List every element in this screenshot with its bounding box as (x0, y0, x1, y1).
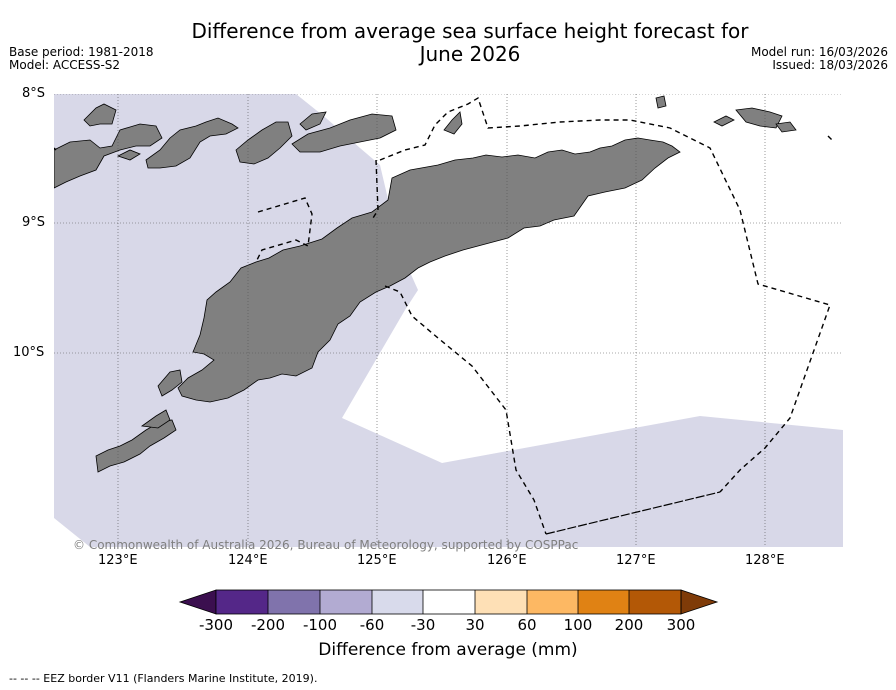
lon-label-127e: 127°E (616, 553, 656, 568)
land-island-small-2 (116, 149, 141, 161)
base-period-text: Base period: 1981-2018 (9, 45, 154, 59)
colorbar-tick: -60 (359, 616, 385, 634)
lon-label-126e: 126°E (487, 553, 527, 568)
land-island-north-small (655, 95, 667, 109)
land-island-atauro (443, 111, 463, 135)
land-island-wetar (291, 113, 397, 153)
colorbar-tick: 300 (666, 616, 696, 634)
anomaly-fill-west (54, 94, 843, 547)
colorbar-tick: -300 (198, 616, 234, 634)
land-island-rote (95, 419, 177, 473)
colorbar-tick: -30 (410, 616, 436, 634)
land-islands-north (54, 123, 163, 189)
colorbar-tick: 100 (563, 616, 593, 634)
colorbar-tick: 200 (614, 616, 644, 634)
colorbar-tick: 30 (465, 616, 485, 634)
lat-label-9s: 9°S (22, 215, 46, 230)
land-island-rote-north (157, 369, 183, 397)
eez-border-solid-south (545, 491, 721, 535)
colorbar-tick: -100 (302, 616, 338, 634)
land-island-wetar-west (235, 121, 293, 165)
land-island-kisar-east (735, 107, 783, 129)
lon-label-125e: 125°E (357, 553, 397, 568)
lon-label-128e: 128°E (745, 553, 785, 568)
title-line-2: June 2026 (419, 42, 521, 66)
colorbar-tick: 60 (517, 616, 537, 634)
land-island-small-1 (299, 111, 327, 131)
issued-text: Issued: 18/03/2026 (772, 58, 888, 72)
land-island-moa (713, 115, 735, 127)
land-island-sawu (140, 409, 171, 429)
colorbar-tick: -200 (250, 616, 286, 634)
lat-label-8s: 8°S (22, 86, 46, 101)
eez-legend-text: -- -- -- EEZ border V11 (Flanders Marine… (9, 672, 318, 685)
title-line-1: Difference from average sea surface heig… (191, 19, 749, 43)
lon-label-124e: 124°E (228, 553, 268, 568)
land-island-pantar (83, 103, 117, 127)
model-text: Model: ACCESS-S2 (9, 58, 121, 72)
colorbar-label: Difference from average (mm) (318, 640, 578, 660)
map-title: Difference from average sea surface heig… (0, 20, 896, 66)
copyright-text: © Commonwealth of Australia 2026, Bureau… (73, 538, 579, 552)
metadata-left: Base period: 1981-2018 Model: ACCESS-S2 (9, 46, 154, 72)
land-island-alor (145, 117, 239, 169)
eez-borders (54, 96, 833, 535)
lon-label-123e: 123°E (98, 553, 138, 568)
model-run-text: Model run: 16/03/2026 (750, 45, 888, 59)
land-island-leti (775, 121, 797, 133)
land-timor (177, 137, 681, 403)
lat-label-10s: 10°S (13, 345, 45, 360)
metadata-right: Model run: 16/03/2026 Issued: 18/03/2026 (751, 46, 888, 72)
